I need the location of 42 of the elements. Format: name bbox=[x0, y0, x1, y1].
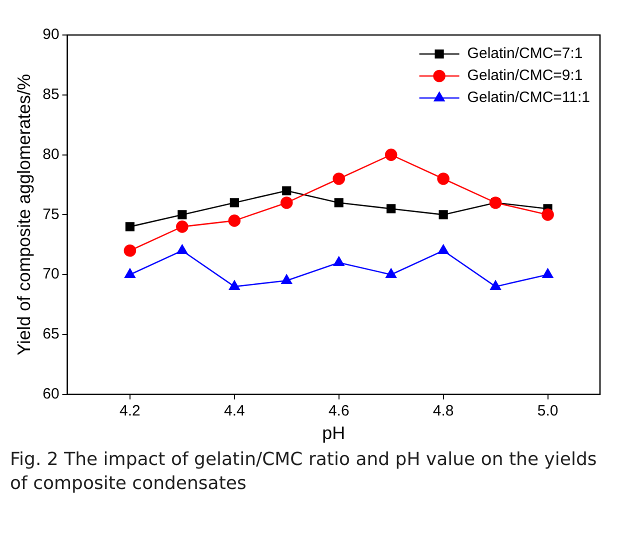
point bbox=[334, 198, 344, 208]
point bbox=[281, 274, 292, 284]
y-tick-label: 85 bbox=[42, 86, 60, 104]
legend-label: Gelatin/CMC=9:1 bbox=[467, 67, 583, 84]
point bbox=[124, 268, 136, 278]
y-axis-title: Yield of composite agglomerates/% bbox=[14, 74, 34, 356]
x-axis-title: pH bbox=[322, 423, 346, 444]
y-tick-label: 60 bbox=[42, 386, 60, 403]
y-tick-label: 70 bbox=[42, 266, 60, 283]
point bbox=[542, 208, 554, 221]
point bbox=[438, 210, 448, 220]
caption: Fig. 2 The impact of gelatin/CMC ratio and pH value on the yields of composite condensates bbox=[10, 448, 598, 496]
legend-label: Gelatin/CMC=7:1 bbox=[467, 45, 583, 62]
point bbox=[386, 268, 397, 278]
point bbox=[384, 148, 398, 161]
point bbox=[124, 244, 136, 257]
point bbox=[125, 222, 134, 232]
point bbox=[282, 186, 292, 196]
point bbox=[438, 244, 449, 254]
point bbox=[333, 256, 344, 266]
point bbox=[437, 172, 450, 185]
point bbox=[280, 196, 293, 209]
x-tick-label: 4.6 bbox=[328, 402, 350, 420]
point bbox=[176, 220, 188, 233]
x-tick-label: 4.8 bbox=[432, 402, 454, 420]
point bbox=[228, 214, 241, 227]
point bbox=[230, 198, 239, 208]
point bbox=[176, 244, 188, 254]
y-tick-label: 80 bbox=[42, 146, 60, 163]
x-tick-label: 5.0 bbox=[537, 402, 558, 420]
x-tick-label: 4.2 bbox=[120, 402, 140, 420]
point bbox=[542, 268, 554, 278]
point bbox=[332, 172, 346, 185]
point bbox=[490, 280, 501, 290]
x-tick-label: 4.4 bbox=[224, 402, 245, 420]
point bbox=[178, 210, 187, 220]
y-tick-label: 65 bbox=[42, 326, 60, 343]
point bbox=[229, 280, 240, 290]
point bbox=[386, 204, 396, 214]
legend-label: Gelatin/CMC=11:1 bbox=[467, 89, 590, 106]
y-tick-label: 75 bbox=[42, 206, 60, 223]
y-tick-label: 90 bbox=[42, 26, 60, 44]
